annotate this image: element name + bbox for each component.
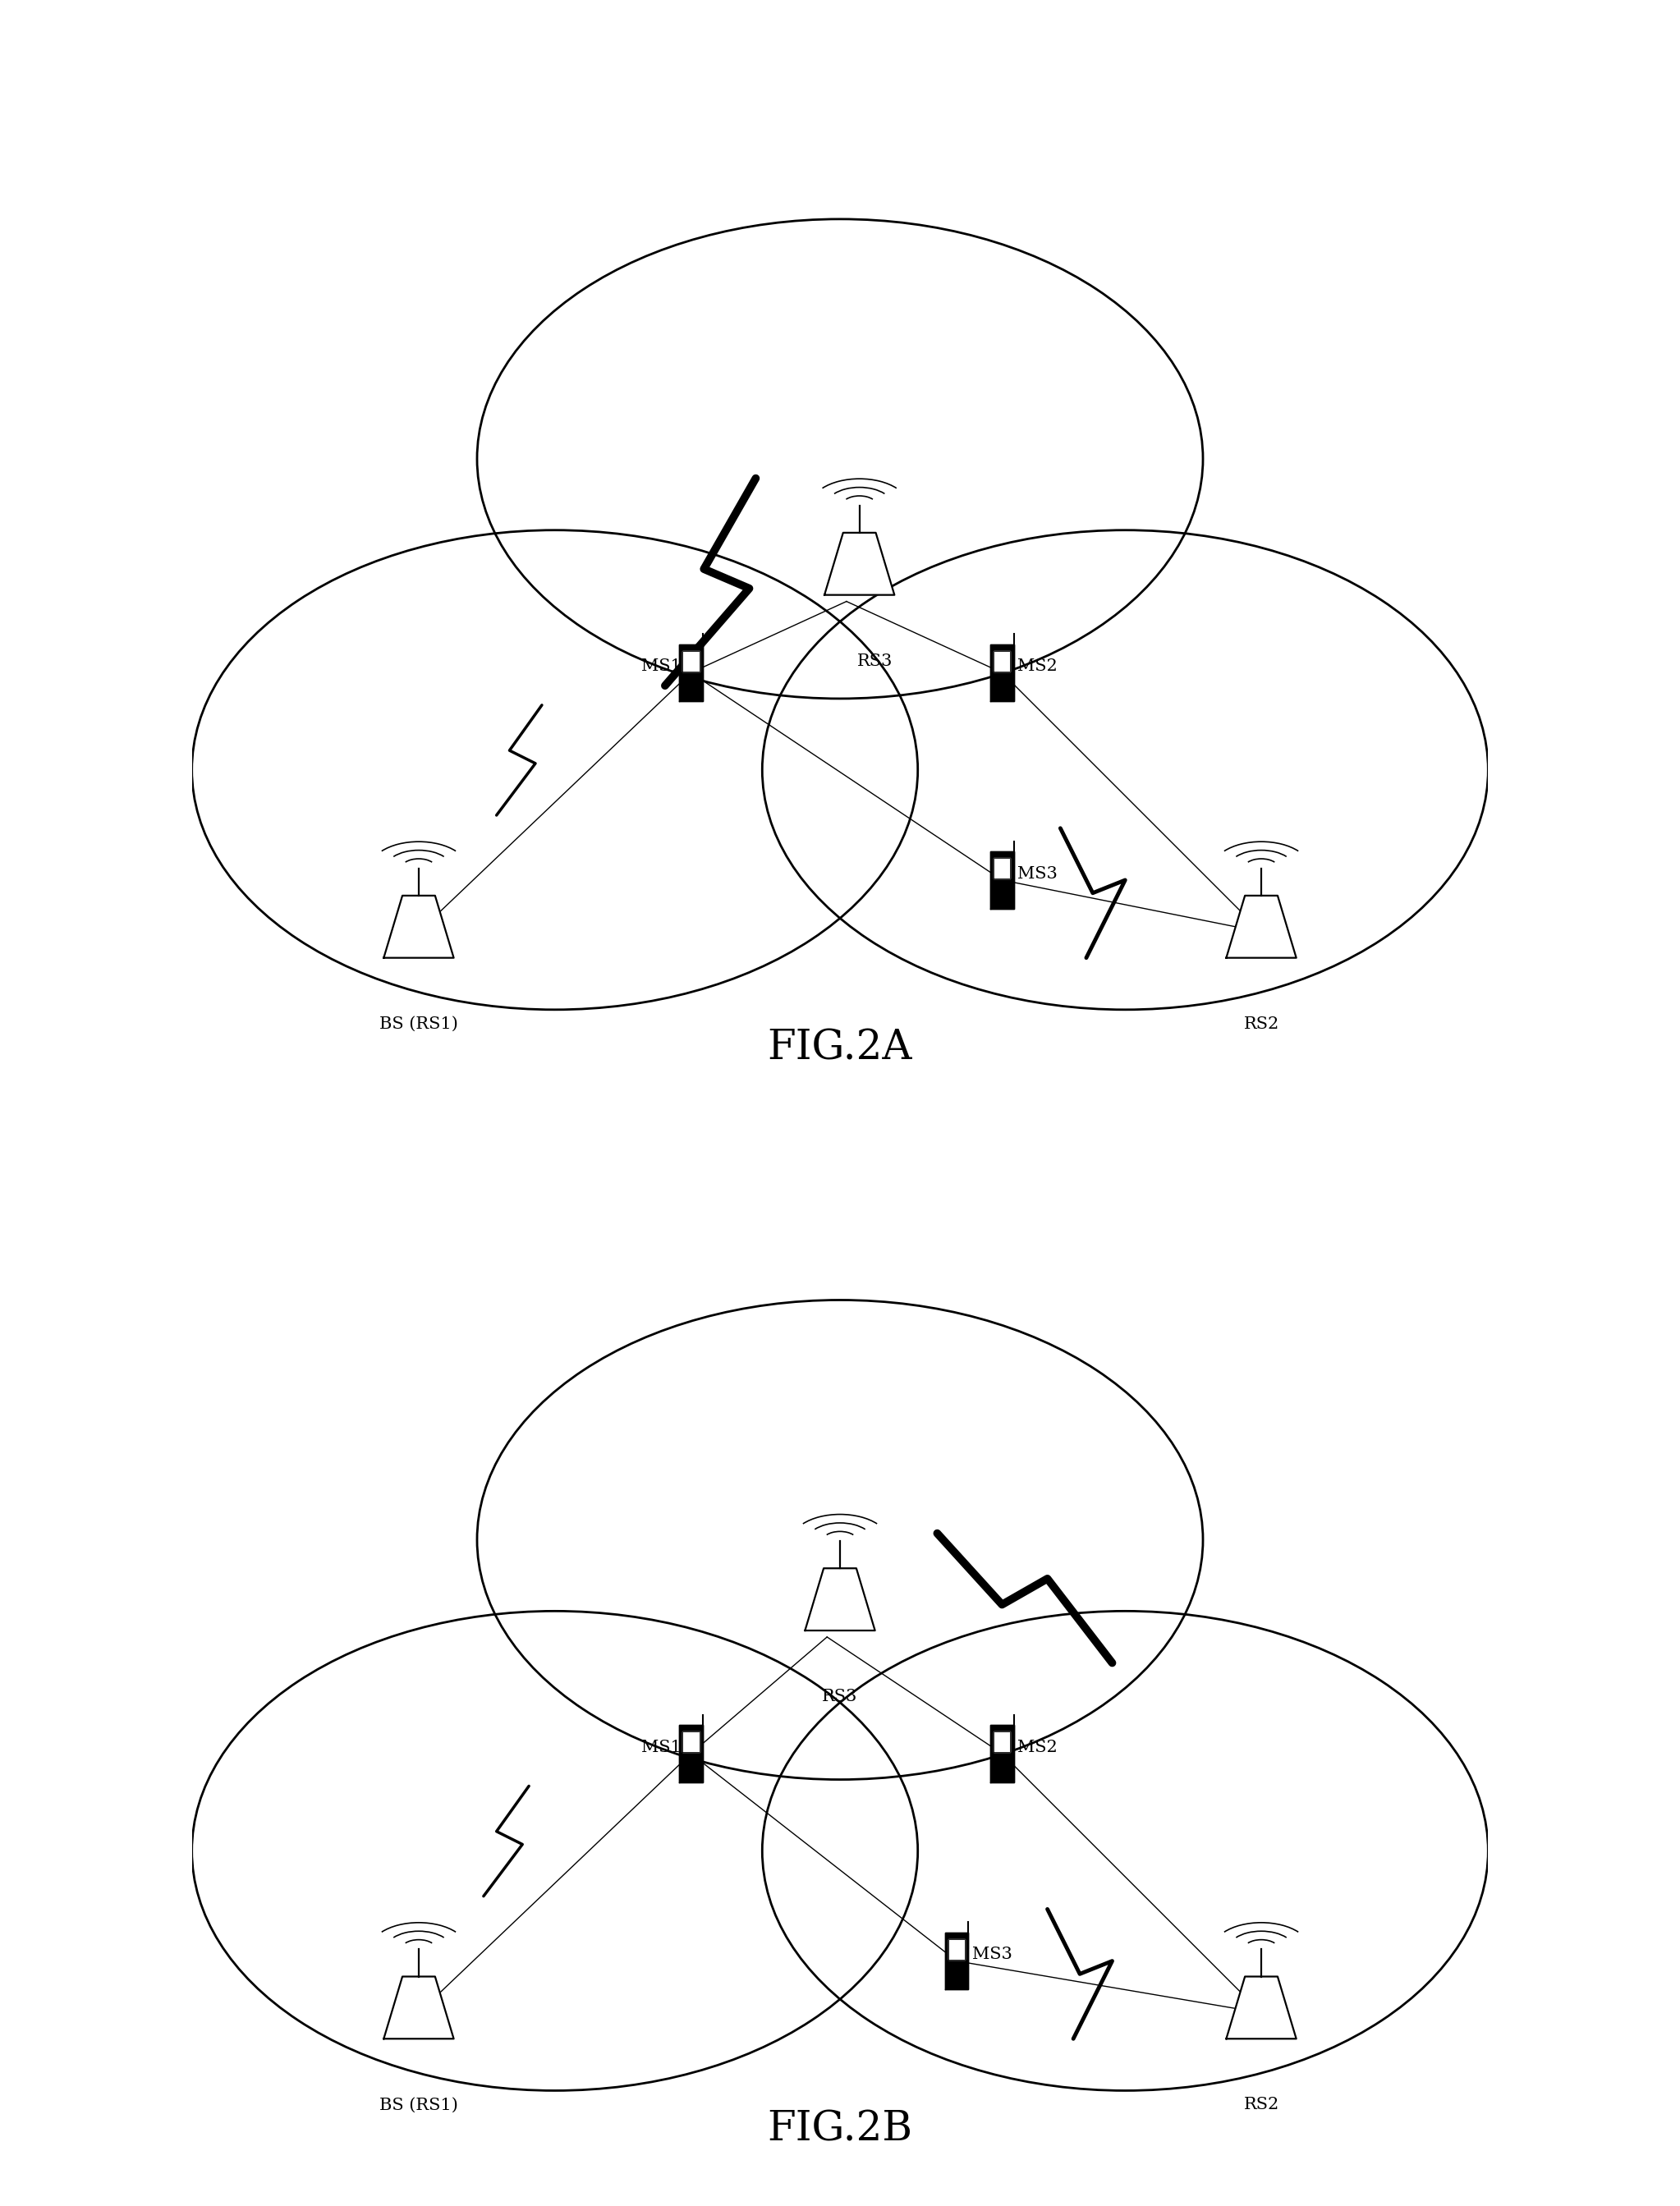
Text: MS3: MS3 (1018, 865, 1058, 882)
Polygon shape (1226, 896, 1297, 957)
Polygon shape (383, 1977, 454, 2038)
Text: BS (RS1): BS (RS1) (380, 1017, 459, 1032)
Text: RS3: RS3 (857, 653, 892, 668)
Polygon shape (1226, 1977, 1297, 2038)
Text: MS1: MS1 (642, 657, 682, 675)
Polygon shape (679, 1725, 702, 1782)
Polygon shape (383, 896, 454, 957)
Polygon shape (682, 651, 699, 671)
Polygon shape (991, 644, 1013, 702)
Polygon shape (995, 1732, 1010, 1752)
Text: FIG.2A: FIG.2A (768, 1028, 912, 1070)
Text: FIG.2B: FIG.2B (768, 2109, 912, 2151)
Polygon shape (679, 644, 702, 702)
Text: RS2: RS2 (1243, 1017, 1278, 1032)
Text: RS2: RS2 (1243, 2098, 1278, 2113)
Text: MS1: MS1 (642, 1738, 682, 1756)
Polygon shape (682, 1732, 699, 1752)
Text: BS (RS1): BS (RS1) (380, 2098, 459, 2113)
Text: MS2: MS2 (1018, 1738, 1058, 1756)
Text: MS3: MS3 (973, 1946, 1013, 1963)
Polygon shape (991, 852, 1013, 909)
Text: MS2: MS2 (1018, 657, 1058, 675)
Polygon shape (825, 532, 894, 596)
Text: RS3: RS3 (822, 1690, 858, 1705)
Polygon shape (995, 858, 1010, 878)
Polygon shape (995, 651, 1010, 671)
Polygon shape (949, 1939, 964, 1959)
Polygon shape (805, 1568, 875, 1630)
Polygon shape (991, 1725, 1013, 1782)
Polygon shape (944, 1932, 968, 1990)
